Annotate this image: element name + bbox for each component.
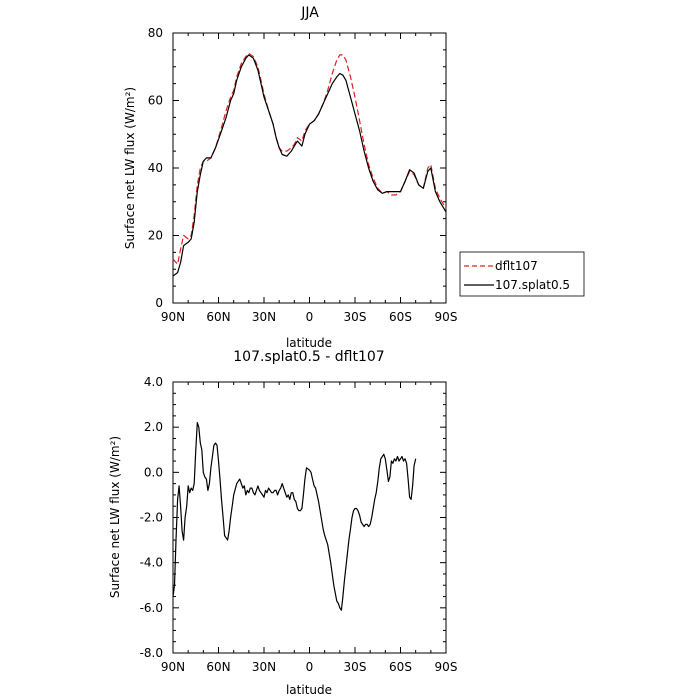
- x-tick-label: 90N: [161, 660, 185, 674]
- x-tick-label: 30N: [252, 660, 276, 674]
- series-line-dflt107: [172, 52, 447, 265]
- y-tick-label: -8.0: [140, 646, 163, 660]
- y-tick-label: -4.0: [140, 556, 163, 570]
- x-tick-label: 90S: [435, 310, 458, 324]
- y-tick-label: 20: [148, 229, 163, 243]
- x-tick-label: 0: [306, 660, 314, 674]
- legend-label-splat: 107.splat0.5: [495, 278, 570, 292]
- y-tick-label: -6.0: [140, 601, 163, 615]
- y-tick-label: 4.0: [144, 375, 163, 389]
- legend-label-dflt107: dflt107: [495, 259, 538, 273]
- legend-box: [459, 251, 585, 297]
- x-tick-label: 30S: [344, 660, 367, 674]
- x-tick-label: 60S: [389, 660, 412, 674]
- y-tick-label: 2.0: [144, 420, 163, 434]
- y-tick-label: -2.0: [140, 511, 163, 525]
- bottom-chart-series: [172, 422, 417, 611]
- top-chart: JJA 90N 60N 30N 0 30S 60S 90S 0 20 40 60 80 latitud…: [123, 5, 457, 350]
- bottom-chart: 107.splat0.5 - dflt107 90N 60N 30N 0 30S 60S 9…: [108, 349, 457, 697]
- x-tick-label: 90S: [435, 660, 458, 674]
- y-tick-label: 40: [148, 161, 163, 175]
- x-tick-label: 30S: [344, 310, 367, 324]
- bottom-chart-xlabel: latitude: [286, 683, 332, 697]
- top-chart-ticks: 90N 60N 30N 0 30S 60S 90S 0 20 40 60 80: [148, 26, 458, 324]
- bottom-chart-ylabel: Surface net LW flux (W/m²): [108, 436, 122, 598]
- top-chart-frame: [172, 32, 447, 304]
- x-tick-label: 60N: [206, 660, 230, 674]
- y-tick-label: 80: [148, 26, 163, 40]
- series-line-difference: [172, 422, 417, 611]
- series-line-107-splat0-5: [172, 54, 447, 277]
- x-tick-label: 60N: [206, 310, 230, 324]
- y-tick-label: 0.0: [144, 465, 163, 479]
- x-tick-label: 90N: [161, 310, 185, 324]
- x-tick-label: 30N: [252, 310, 276, 324]
- y-tick-label: 0: [155, 296, 163, 310]
- bottom-chart-frame: [172, 381, 447, 654]
- bottom-chart-title: 107.splat0.5 - dflt107: [233, 349, 384, 365]
- legend: dflt107 107.splat0.5: [459, 251, 585, 297]
- top-chart-xlabel: latitude: [286, 336, 332, 350]
- top-chart-series: [172, 52, 447, 277]
- x-tick-label: 0: [306, 310, 314, 324]
- top-chart-ylabel: Surface net LW flux (W/m²): [123, 87, 137, 249]
- y-tick-label: 60: [148, 94, 163, 108]
- x-tick-label: 60S: [389, 310, 412, 324]
- top-chart-title: JJA: [300, 5, 319, 21]
- bottom-chart-ticks: 90N 60N 30N 0 30S 60S 90S -8.0 -6.0 -4.0 -2.0 0.0 2.…: [140, 375, 458, 674]
